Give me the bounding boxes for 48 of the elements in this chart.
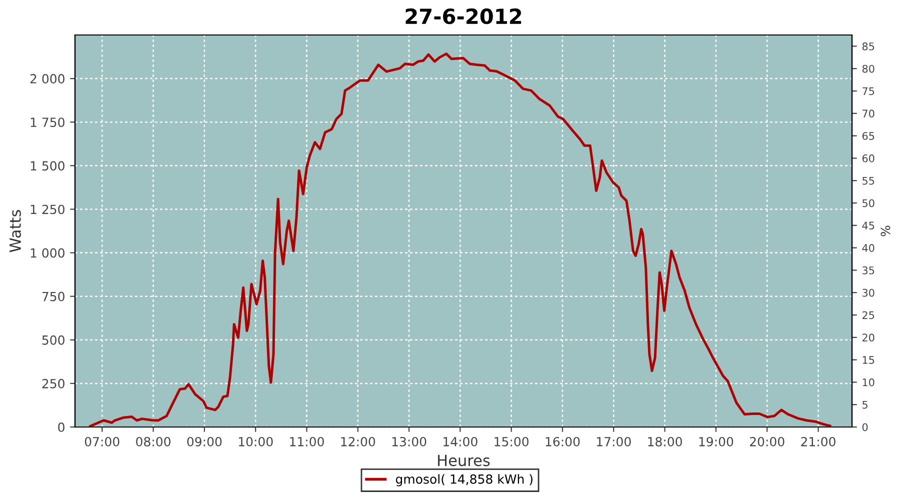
y2-tick-label: 85 bbox=[862, 42, 874, 50]
legend-label: gmosol( 14,858 kWh ) bbox=[396, 474, 532, 486]
y2-tick-label: 60 bbox=[862, 154, 874, 162]
y2-tick-label: 80 bbox=[862, 64, 874, 73]
x-tick-label: 18:00 bbox=[648, 436, 682, 446]
y2-tick-label: 30 bbox=[862, 288, 874, 297]
x-tick-label: 20:00 bbox=[750, 436, 784, 446]
y-tick-label: 1 000 bbox=[30, 248, 64, 258]
y-tick-label: 1 500 bbox=[30, 161, 64, 171]
x-axis-title: Heures bbox=[438, 454, 490, 466]
y2-tick-label: 65 bbox=[862, 132, 874, 140]
y2-tick-label: 5 bbox=[862, 400, 868, 409]
y2-tick-label: 25 bbox=[862, 311, 874, 320]
y2-axis-title: % bbox=[880, 226, 890, 236]
x-tick-label: 15:00 bbox=[494, 436, 529, 446]
x-tick-label: 16:00 bbox=[546, 436, 580, 446]
y2-tick-label: 20 bbox=[862, 334, 874, 342]
y2-tick-label: 15 bbox=[862, 356, 874, 364]
y2-tick-label: 70 bbox=[862, 110, 874, 118]
x-tick-label: 10:00 bbox=[238, 436, 273, 446]
y-tick-label: 750 bbox=[42, 292, 64, 302]
y2-tick-label: 0 bbox=[862, 423, 868, 432]
x-tick-label: 17:00 bbox=[596, 436, 631, 446]
x-tick-label: 13:00 bbox=[392, 436, 426, 446]
y2-tick-label: 45 bbox=[862, 222, 874, 230]
x-tick-label: 14:00 bbox=[444, 436, 478, 446]
y2-tick-label: 40 bbox=[862, 244, 874, 252]
chart-title: 27-6-2012 bbox=[406, 8, 522, 24]
x-tick-label: 08:00 bbox=[136, 436, 170, 446]
line-series bbox=[89, 52, 832, 427]
y2-tick-label: 10 bbox=[862, 378, 874, 386]
x-tick-label: 07:00 bbox=[84, 436, 120, 446]
y-tick-label: 2 000 bbox=[30, 74, 64, 84]
x-tick-label: 12:00 bbox=[341, 436, 376, 446]
y-tick-label: 1 750 bbox=[30, 118, 64, 128]
x-tick-label: 11:00 bbox=[290, 436, 324, 446]
x-tick-label: 19:00 bbox=[699, 436, 734, 446]
y2-tick-label: 55 bbox=[862, 176, 874, 185]
y2-tick-label: 35 bbox=[862, 266, 874, 274]
y-tick-label: 1 250 bbox=[30, 204, 64, 214]
y2-tick-label: 50 bbox=[862, 199, 874, 208]
y-tick-label: 0 bbox=[58, 422, 64, 432]
x-tick-label: 09:00 bbox=[187, 436, 222, 446]
y-tick-label: 500 bbox=[42, 335, 64, 345]
y-tick-label: 250 bbox=[42, 378, 64, 388]
x-tick-label: 21:00 bbox=[801, 436, 836, 446]
y-axis-title: Watts bbox=[10, 210, 21, 252]
y2-tick-label: 75 bbox=[862, 87, 874, 96]
